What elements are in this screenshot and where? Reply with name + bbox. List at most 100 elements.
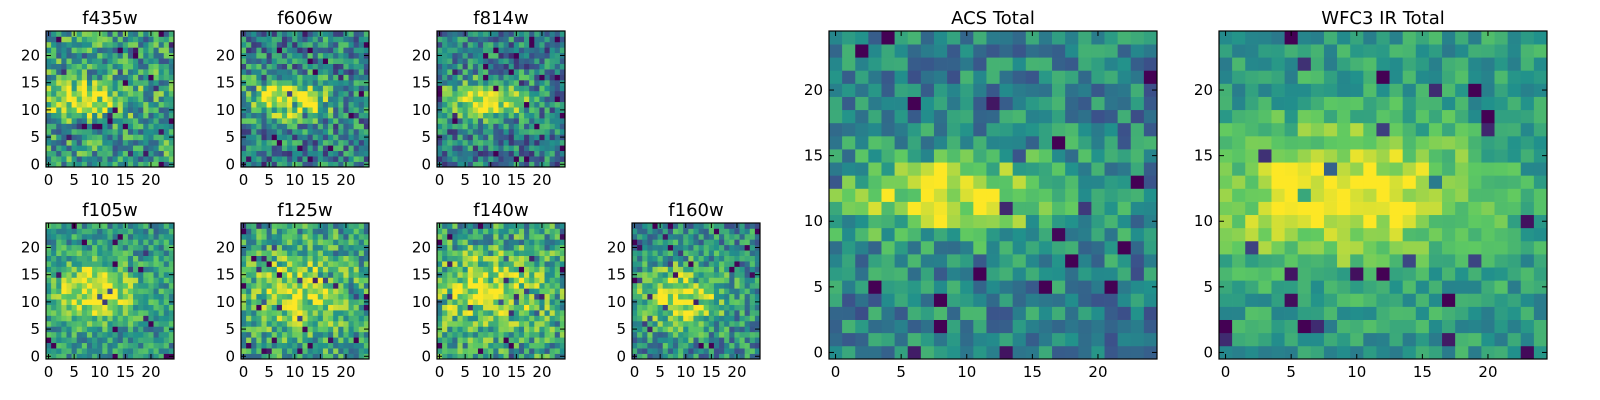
heatmap-cell — [66, 299, 72, 305]
heatmap-cell — [632, 315, 638, 322]
heatmap-cell — [749, 326, 756, 333]
heatmap-cell — [662, 304, 669, 311]
heatmap-cell — [488, 79, 494, 86]
heatmap-cell — [744, 342, 751, 349]
heatmap-cell — [107, 139, 113, 146]
heatmap-cell — [266, 261, 273, 267]
heatmap-cell — [662, 337, 669, 344]
heatmap-cell — [153, 52, 159, 59]
heatmap-cell — [642, 288, 648, 295]
heatmap-cell — [477, 271, 484, 278]
heatmap-cell — [107, 288, 113, 295]
heatmap-cell — [266, 90, 273, 97]
heatmap-cell — [483, 150, 489, 157]
heatmap-cell — [148, 233, 154, 240]
heatmap-cell — [97, 277, 103, 284]
heatmap-cell — [138, 101, 144, 108]
heatmap-cell — [734, 233, 740, 240]
heatmap-cell — [348, 310, 354, 316]
heatmap-cell — [637, 310, 643, 316]
heatmap-cell — [698, 277, 705, 284]
heatmap-cell — [163, 63, 170, 70]
heatmap-cell — [549, 244, 556, 251]
heatmap-cell — [92, 293, 98, 300]
heatmap-cell — [297, 128, 303, 135]
heatmap-cell — [749, 261, 756, 267]
heatmap-cell — [652, 304, 658, 311]
heatmap-cell — [271, 69, 278, 75]
heatmap-cell — [637, 353, 643, 360]
heatmap-cell — [153, 239, 159, 246]
x-tick-label: 10 — [90, 363, 109, 381]
heatmap-cell — [529, 161, 535, 168]
heatmap-cell — [739, 244, 745, 251]
heatmap-cell — [999, 149, 1014, 163]
heatmap-cell — [246, 239, 252, 246]
heatmap-cell — [483, 139, 489, 146]
heatmap-cell — [477, 299, 484, 305]
heatmap-cell — [1065, 188, 1079, 202]
heatmap-cell — [1117, 214, 1132, 229]
heatmap-cell — [544, 101, 550, 108]
heatmap-cell — [97, 79, 103, 86]
heatmap-cell — [467, 36, 474, 43]
heatmap-cell — [302, 52, 308, 59]
heatmap-cell — [338, 315, 344, 322]
heatmap-cell — [276, 233, 283, 240]
heatmap-cell — [498, 271, 504, 278]
heatmap-cell — [276, 244, 283, 251]
heatmap-cell — [472, 96, 479, 103]
heatmap-cell — [122, 139, 129, 146]
heatmap-cell — [338, 139, 344, 146]
heatmap-cell — [518, 123, 525, 130]
heatmap-cell — [498, 293, 504, 300]
heatmap-cell — [302, 41, 308, 48]
heatmap-cell — [518, 228, 525, 235]
heatmap-cell — [363, 139, 370, 146]
heatmap-cell — [158, 41, 165, 48]
y-tick-label: 20 — [216, 238, 235, 256]
heatmap-cell — [266, 41, 273, 48]
heatmap-cell — [549, 223, 556, 229]
heatmap-cell — [920, 319, 935, 334]
heatmap-cell — [133, 255, 139, 262]
heatmap-cell — [881, 214, 895, 229]
heatmap-cell — [1143, 201, 1158, 216]
heatmap-cell — [734, 342, 740, 349]
heatmap-cell — [276, 331, 283, 338]
heatmap-cell — [133, 36, 139, 43]
heatmap-cell — [855, 201, 869, 216]
heatmap-cell — [241, 69, 247, 75]
heatmap-cell — [452, 353, 458, 360]
heatmap-cell — [498, 96, 504, 103]
heatmap-cell — [71, 101, 78, 108]
heatmap-cell — [107, 36, 113, 43]
heatmap-cell — [559, 123, 566, 130]
heatmap-cell — [251, 128, 257, 135]
heatmap-cell — [483, 156, 489, 162]
heatmap-cell — [467, 348, 474, 354]
heatmap-cell — [297, 112, 303, 119]
heatmap-cell — [138, 261, 144, 267]
heatmap-cell — [907, 188, 922, 202]
heatmap-cell — [117, 112, 124, 119]
heatmap-cell — [513, 47, 520, 54]
heatmap-cell — [508, 150, 515, 157]
heatmap-cell — [261, 271, 267, 278]
heatmap-cell — [657, 233, 664, 240]
heatmap-cell — [297, 266, 303, 273]
heatmap-cell — [312, 337, 319, 344]
heatmap-cell — [960, 188, 974, 202]
heatmap-cell — [1117, 332, 1132, 347]
heatmap-cell — [554, 161, 561, 168]
heatmap-cell — [266, 36, 273, 43]
heatmap-cell — [437, 85, 443, 92]
heatmap-cell — [317, 63, 324, 70]
heatmap-cell — [493, 304, 499, 311]
heatmap-cell — [261, 156, 267, 162]
heatmap-cell — [97, 239, 103, 246]
heatmap-cell — [266, 118, 273, 124]
heatmap-cell — [292, 79, 298, 86]
heatmap-cell — [102, 52, 108, 59]
heatmap-cell — [947, 293, 961, 307]
